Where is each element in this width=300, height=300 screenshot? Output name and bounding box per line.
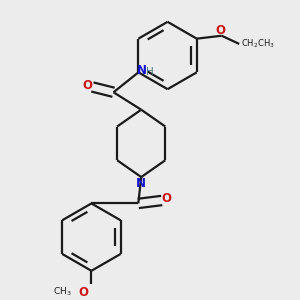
- Text: CH$_3$: CH$_3$: [53, 286, 71, 298]
- Text: N: N: [137, 64, 147, 76]
- Text: H: H: [146, 67, 153, 77]
- Text: O: O: [216, 24, 226, 37]
- Text: O: O: [83, 79, 93, 92]
- Text: N: N: [136, 177, 146, 190]
- Text: O: O: [78, 286, 88, 299]
- Text: O: O: [161, 192, 171, 205]
- Text: CH$_2$CH$_3$: CH$_2$CH$_3$: [241, 38, 274, 50]
